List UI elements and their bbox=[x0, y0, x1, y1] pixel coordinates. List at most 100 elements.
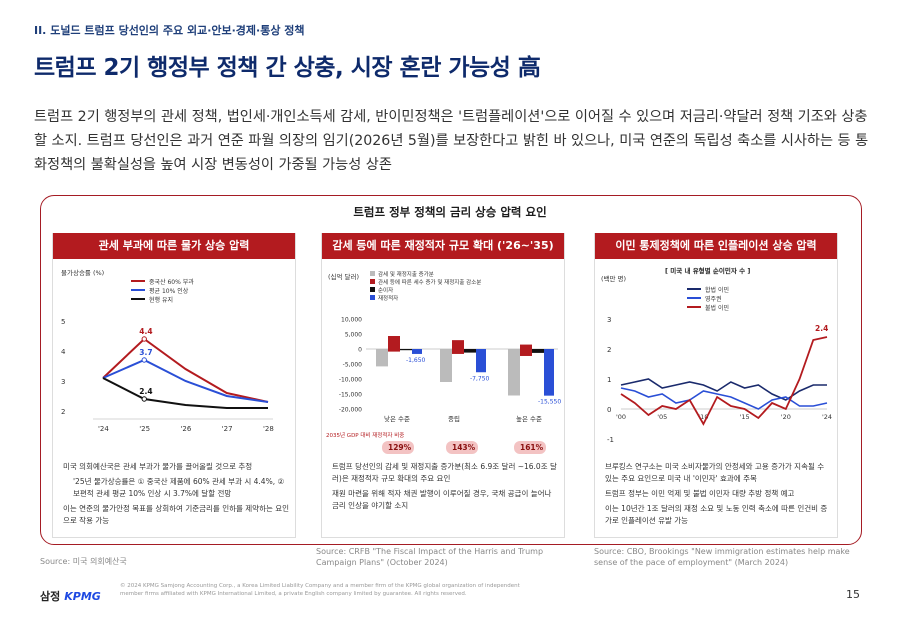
bar-interest bbox=[532, 349, 544, 353]
x-tick: '20 bbox=[781, 413, 791, 421]
series-line bbox=[102, 358, 269, 403]
x-tick: '27 bbox=[222, 425, 233, 433]
panel-deficit: 감세 등에 따른 재정적자 규모 확대 ('26~'35) (십억 달러) 감세… bbox=[321, 233, 565, 538]
y-tick: -10,000 bbox=[339, 377, 362, 384]
series-line bbox=[102, 337, 269, 403]
note: 트럼프 당선인의 감세 및 재정지출 증가분(최소 6.9조 달러 ~16.0조… bbox=[332, 462, 557, 483]
peak-marker bbox=[141, 336, 147, 342]
logo-en: KPMG bbox=[64, 590, 101, 603]
x-tick: '24 bbox=[822, 413, 832, 421]
peak-marker bbox=[141, 357, 147, 363]
ylabel: (백만 명) bbox=[601, 274, 626, 283]
panel-notes: 트럼프 당선인의 감세 및 재정지출 증가분(최소 6.9조 달러 ~16.0조… bbox=[332, 461, 560, 515]
ratio-label: 161% bbox=[520, 443, 544, 452]
ratio-pill bbox=[446, 441, 478, 454]
x-tick: 중립 bbox=[448, 415, 460, 423]
x-tick: 높은 수준 bbox=[516, 415, 542, 423]
bar-tax-cut bbox=[376, 349, 388, 367]
y-tick: -20,000 bbox=[339, 407, 362, 414]
y-tick: 10,000 bbox=[341, 317, 362, 324]
bar-deficit bbox=[412, 349, 422, 354]
note: 이는 연준의 물가안정 목표를 상회하여 기준금리를 인하를 제약하는 요인으로… bbox=[63, 504, 290, 525]
note: 이는 10년간 1조 달러의 재정 소요 및 노동 인력 축소에 따른 인건비 … bbox=[605, 504, 828, 525]
x-tick: '00 bbox=[616, 413, 626, 421]
bar-tax-cut bbox=[440, 349, 452, 382]
data-label: -15,550 bbox=[538, 399, 561, 406]
y-tick: 2 bbox=[607, 346, 611, 354]
note: 트럼프 정부는 이민 억제 및 불법 이민자 대량 추방 정책 예고 bbox=[605, 489, 795, 498]
legend-label: 순이자 bbox=[378, 286, 393, 294]
series-illegal bbox=[620, 336, 828, 426]
page-title: 트럼프 2기 행정부 정책 간 상충, 시장 혼란 가능성 高 bbox=[34, 55, 541, 81]
y-tick: 4 bbox=[61, 348, 66, 356]
data-label: 4.4 bbox=[139, 327, 152, 336]
bar-revenue bbox=[520, 344, 532, 356]
x-tick: '10 bbox=[698, 413, 708, 421]
ylabel: (십억 달러) bbox=[328, 272, 359, 281]
series-green-card bbox=[620, 387, 828, 410]
panel-notes: 브루킹스 연구소는 미국 소비자물가의 안정세와 고용 증가가 지속될 수 있는… bbox=[605, 461, 833, 530]
bar-deficit bbox=[544, 349, 554, 396]
ratio-pill bbox=[514, 441, 546, 454]
legend-label: 감세 및 재정지출 증가분 bbox=[378, 270, 434, 278]
y-tick: 5,000 bbox=[345, 332, 362, 339]
y-tick: -1 bbox=[607, 436, 614, 444]
x-tick: '28 bbox=[263, 425, 274, 433]
note: 재원 마련을 위해 적자 채권 발행이 이루어질 경우, 국채 공급이 늘어나 … bbox=[332, 489, 552, 510]
legend-label: 영주권 bbox=[705, 295, 722, 303]
bar-revenue bbox=[452, 340, 464, 354]
panel-heading: 이민 통제정책에 따른 인플레이션 상승 압력 bbox=[595, 233, 837, 259]
y-tick: -5,000 bbox=[343, 362, 363, 369]
source-2: Source: CRFB "The Fiscal Impact of the H… bbox=[316, 547, 544, 567]
chart-subtitle: [ 미국 내 유형별 순이민자 수 ] bbox=[665, 266, 750, 275]
panel-immigration: 이민 통제정책에 따른 인플레이션 상승 압력 [ 미국 내 유형별 순이민자 … bbox=[594, 233, 838, 538]
x-tick: '15 bbox=[740, 413, 750, 421]
x-tick: 낮은 수준 bbox=[384, 414, 410, 423]
panel-heading: 관세 부과에 따른 물가 상승 압력 bbox=[53, 233, 295, 259]
panel-tariff: 관세 부과에 따른 물가 상승 압력 물가상승률 (%) 2 3 4 5 '24 '25 '… bbox=[52, 233, 296, 538]
note: 미국 의회예산국은 관세 부과가 물가를 끌어올릴 것으로 추정 bbox=[63, 462, 253, 471]
legend-label: 중국산 60% 부과 bbox=[149, 278, 194, 286]
legal-notice: © 2024 KPMG Samjong Accounting Corp., a … bbox=[120, 583, 520, 597]
bar-deficit bbox=[476, 349, 486, 373]
data-label: -1,650 bbox=[406, 357, 426, 364]
y-tick: 5 bbox=[61, 318, 65, 326]
bar-tax-cut bbox=[508, 349, 520, 396]
ratio-label: 143% bbox=[452, 443, 476, 452]
legend-label: 재정적자 bbox=[378, 294, 398, 302]
y-tick: 3 bbox=[607, 316, 611, 324]
legend-swatch bbox=[370, 271, 375, 276]
data-label: 2.4 bbox=[815, 324, 828, 333]
peak-marker bbox=[141, 396, 147, 402]
data-label: -7,750 bbox=[470, 375, 490, 382]
legend-swatch bbox=[370, 279, 375, 284]
chart-inflation: 물가상승률 (%) 2 3 4 5 '24 '25 '26 '27 '28 중국산 60% 부과… bbox=[61, 268, 274, 433]
ratio-pill bbox=[382, 441, 414, 454]
y-tick: 2 bbox=[61, 408, 65, 416]
note: '25년 물가상승률은 ① 중국산 제품에 60% 관세 부과 시 4.4%, … bbox=[73, 477, 285, 498]
series-line bbox=[102, 377, 268, 409]
section-heading: II. 도널드 트럼프 당선인의 주요 외교·안보·경제·통상 정책 bbox=[34, 24, 305, 37]
bar-revenue bbox=[388, 336, 400, 352]
bar-interest bbox=[464, 349, 476, 353]
source-1: Source: 미국 의회예산국 bbox=[40, 557, 127, 566]
note: 브루킹스 연구소는 미국 소비자물가의 안정세와 고용 증가가 지속될 수 있는… bbox=[605, 462, 825, 483]
source-3: Source: CBO, Brookings "New immigration … bbox=[594, 547, 850, 567]
bar-interest bbox=[400, 349, 412, 351]
ylabel: 물가상승률 (%) bbox=[61, 268, 104, 277]
x-tick: '25 bbox=[139, 425, 150, 433]
legend-label: 불법 이민 bbox=[705, 304, 729, 312]
legend-label: 평균 10% 인상 bbox=[149, 287, 189, 295]
page-number: 15 bbox=[846, 588, 860, 601]
y-tick: 3 bbox=[61, 378, 65, 386]
y-tick: -15,000 bbox=[339, 392, 362, 399]
legend-swatch bbox=[370, 287, 375, 292]
logo-kr: 삼정 bbox=[40, 590, 61, 603]
legend-label: 합법 이민 bbox=[705, 286, 729, 294]
data-label: 2.4 bbox=[139, 387, 152, 396]
x-tick: '26 bbox=[181, 425, 192, 433]
panel-heading: 감세 등에 따른 재정적자 규모 확대 ('26~'35) bbox=[322, 233, 564, 259]
data-label: 3.7 bbox=[139, 348, 152, 357]
